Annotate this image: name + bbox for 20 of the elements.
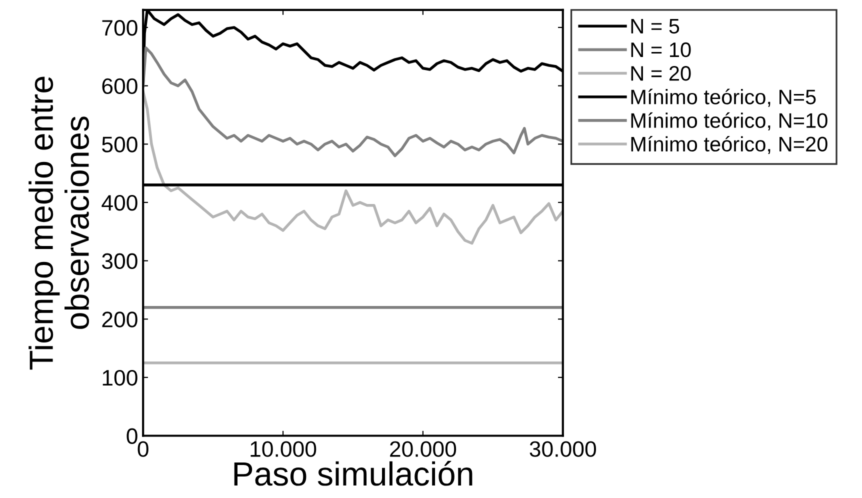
y-tick-label: 200 — [102, 312, 138, 328]
y-tick-label: 400 — [102, 194, 138, 211]
legend-label: N = 5 — [631, 19, 680, 34]
y-tick-label: 500 — [102, 136, 138, 152]
x-tick-label: 20.000 — [390, 441, 456, 457]
x-tick-label: 0 — [138, 441, 148, 457]
x-axis-title: Paso simulación — [234, 460, 472, 486]
y-tick-label: 300 — [102, 253, 138, 270]
y-axis-title: Tiempo medio entre observaciones — [28, 76, 90, 370]
y-tick-label: 700 — [102, 20, 138, 36]
legend-label: N = 10 — [631, 42, 691, 58]
y-tick-label: 0 — [126, 428, 138, 444]
y-tick-label: 100 — [102, 370, 138, 386]
legend-label: N = 20 — [631, 66, 691, 81]
y-tick-label: 600 — [102, 78, 138, 94]
x-tick-label: 30.000 — [530, 441, 596, 457]
legend-label: Mínimo teórico, N=5 — [631, 88, 816, 107]
legend-label: Mínimo teórico, N=20 — [631, 136, 828, 154]
legend-label: Mínimo teórico, N=10 — [631, 112, 828, 130]
x-tick-label: 10.000 — [250, 441, 316, 457]
